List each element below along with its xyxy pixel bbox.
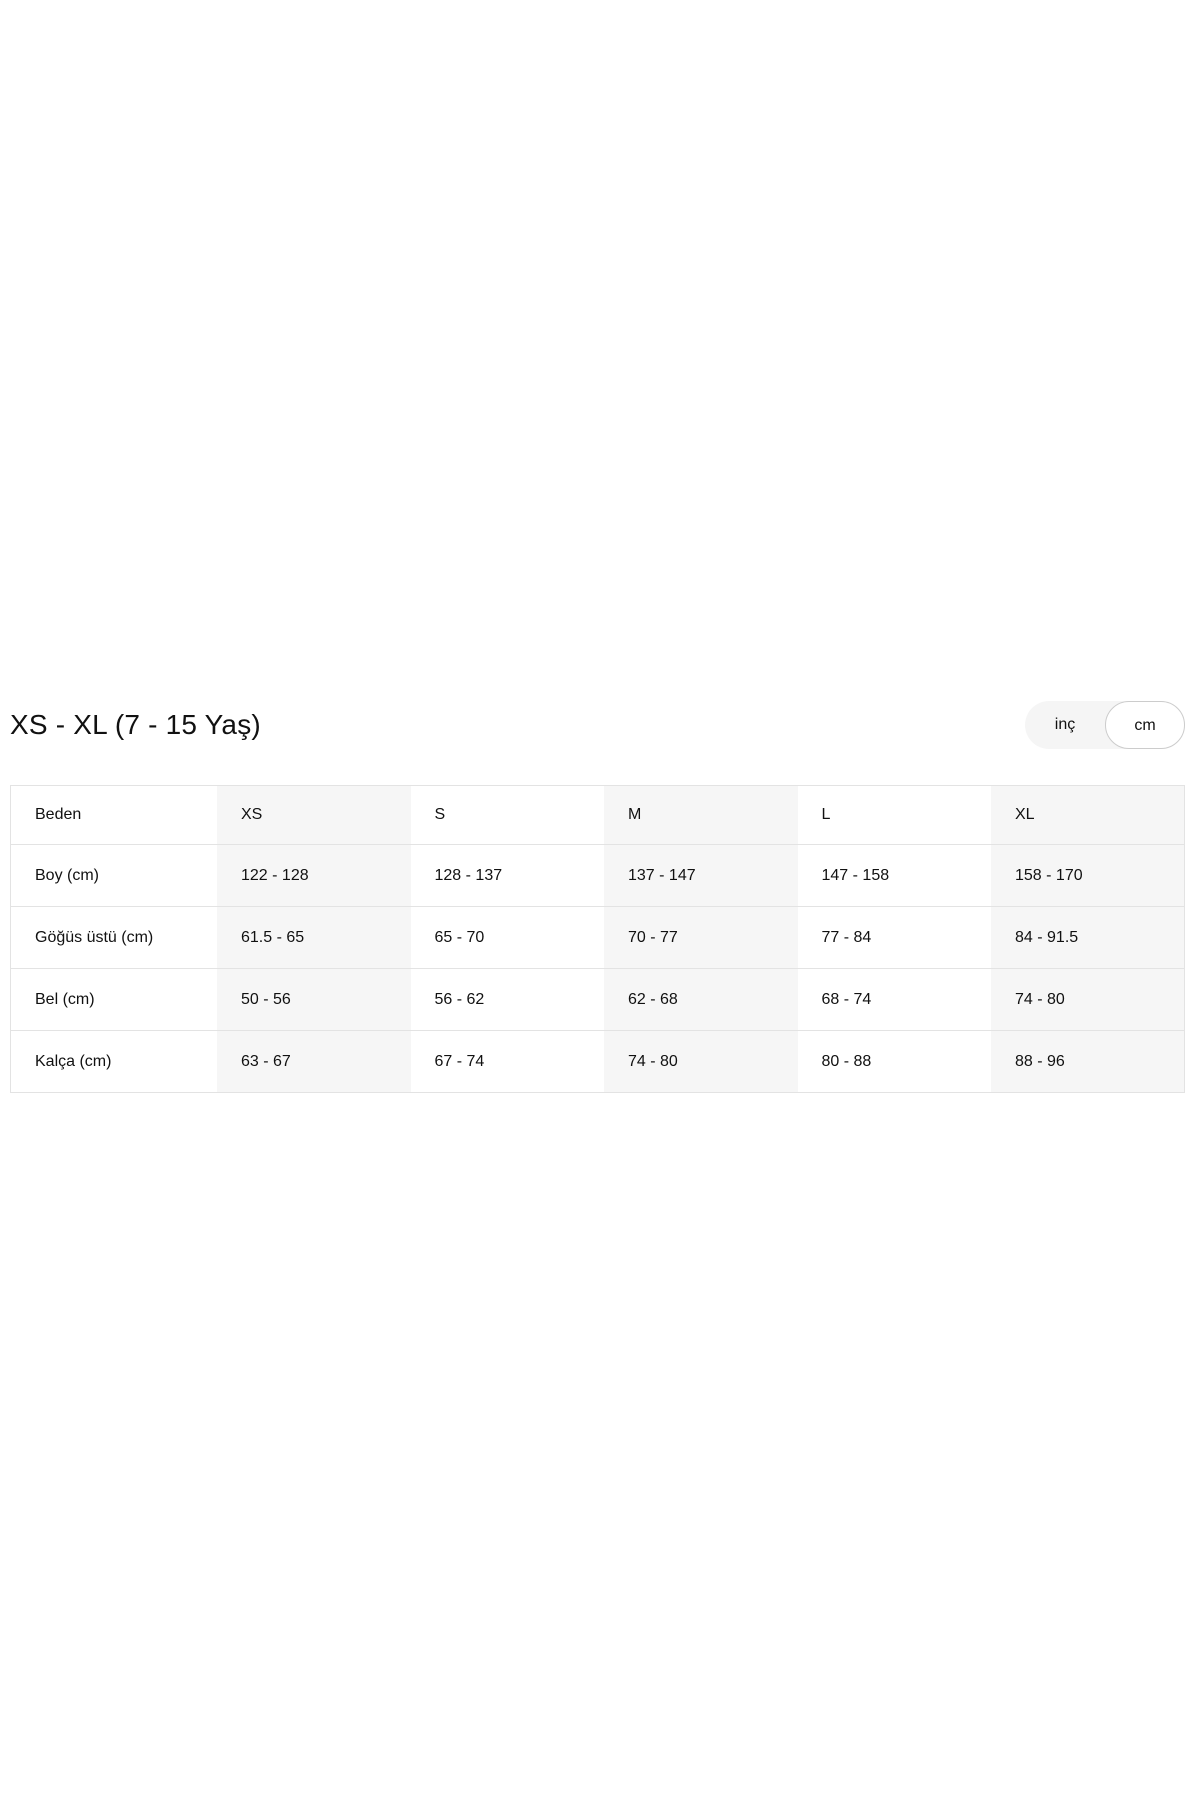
size-table-body: Boy (cm) 122 - 128 128 - 137 137 - 147 147 -… <box>10 844 1185 1093</box>
size-value-cell: 65 - 70 <box>434 928 485 946</box>
row-label: Göğüs üstü (cm) <box>35 928 154 946</box>
size-value-cell: 61.5 - 65 <box>217 906 411 969</box>
size-table-row: Bel (cm) 50 - 56 56 - 62 62 - 68 68 - 74 74 -… <box>10 968 1185 1031</box>
size-value-cell: 56 - 62 <box>434 990 485 1008</box>
size-value-cell: 84 - 91.5 <box>991 906 1185 969</box>
size-value-cell: 74 - 80 <box>604 1030 798 1093</box>
size-value-cell: 68 - 74 <box>821 990 872 1008</box>
size-value-cell: 62 - 68 <box>604 968 798 1031</box>
size-table: Beden XS S M L XL Boy (cm) 122 - 128 128 - 137 1… <box>10 785 1185 1093</box>
page-title: XS - XL (7 - 15 Yaş) <box>10 709 261 740</box>
size-value-cell: 67 - 74 <box>434 1052 485 1070</box>
size-value-cell: 158 - 170 <box>991 844 1185 907</box>
column-header-size-xl: XL <box>991 785 1185 845</box>
size-value-cell: 80 - 88 <box>821 1052 872 1070</box>
size-value-cell: 63 - 67 <box>217 1030 411 1093</box>
column-header-size-m: M <box>604 785 798 845</box>
size-guide-section: XS - XL (7 - 15 Yaş) inç cm Beden XS S M L XL … <box>10 700 1185 1093</box>
size-value-cell: 147 - 158 <box>821 866 890 884</box>
size-value-cell: 70 - 77 <box>604 906 798 969</box>
unit-toggle: inç cm <box>1025 701 1185 749</box>
size-value-cell: 50 - 56 <box>217 968 411 1031</box>
row-label: Bel (cm) <box>35 990 95 1008</box>
size-value-cell: 137 - 147 <box>604 844 798 907</box>
size-table-row: Boy (cm) 122 - 128 128 - 137 137 - 147 147 -… <box>10 844 1185 907</box>
size-table-row: Kalça (cm) 63 - 67 67 - 74 74 - 80 80 - 88 88… <box>10 1030 1185 1093</box>
size-value-cell: 122 - 128 <box>217 844 411 907</box>
size-value-cell: 128 - 137 <box>434 866 503 884</box>
column-header-size-s: S <box>434 806 446 823</box>
column-header-size-l: L <box>821 806 831 823</box>
unit-option-cm-selected[interactable]: cm <box>1105 701 1185 749</box>
size-value-cell: 88 - 96 <box>991 1030 1185 1093</box>
unit-option-inc[interactable]: inç <box>1025 701 1105 749</box>
column-header-size-xs: XS <box>217 785 411 845</box>
size-table-row: Göğüs üstü (cm) 61.5 - 65 65 - 70 70 - 77 77… <box>10 906 1185 969</box>
column-header-measure: Beden <box>35 806 82 823</box>
size-guide-topbar: XS - XL (7 - 15 Yaş) inç cm <box>10 700 1185 750</box>
size-table-header-row: Beden XS S M L XL <box>10 785 1185 845</box>
row-label: Boy (cm) <box>35 866 99 884</box>
size-value-cell: 77 - 84 <box>821 928 872 946</box>
size-value-cell: 74 - 80 <box>991 968 1185 1031</box>
row-label: Kalça (cm) <box>35 1052 112 1070</box>
